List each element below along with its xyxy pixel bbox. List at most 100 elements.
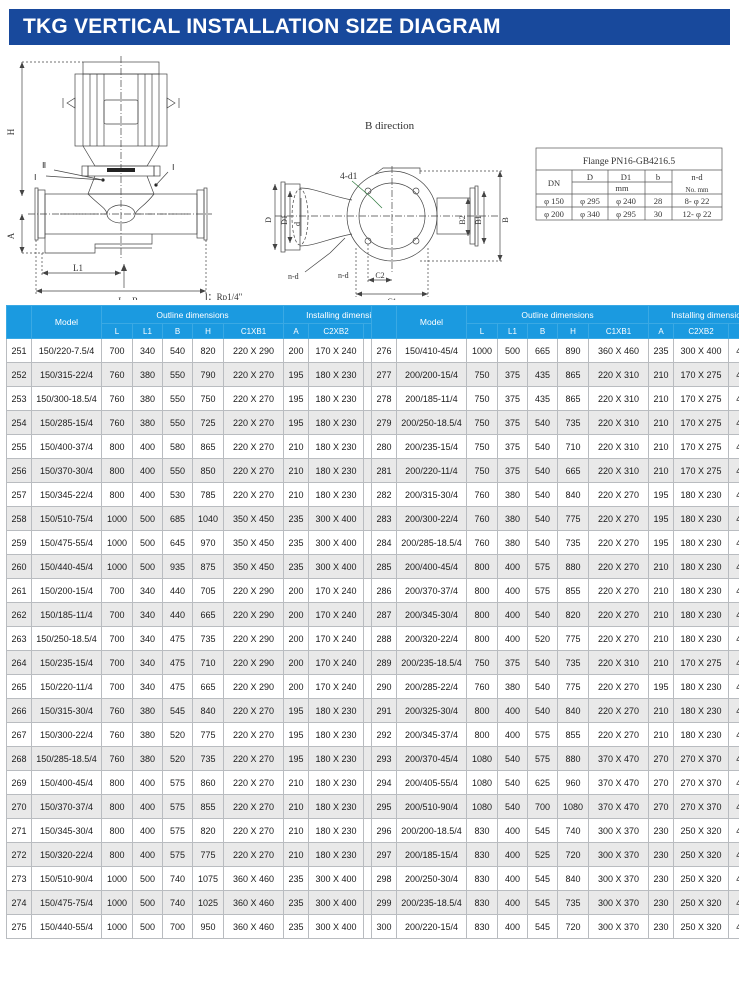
table-row[interactable]: 275 150/440-55/4 1000 500 700 950 360 X 460 235…	[6, 914, 409, 939]
table-row[interactable]: 291 200/325-30/4 800 400 540 840 220 X 270 210 1…	[371, 698, 739, 723]
table-row[interactable]: 273 150/510-90/4 1000 500 740 1075 360 X 460 23…	[6, 866, 409, 891]
table-cell: 840	[557, 482, 589, 507]
table-row[interactable]: 297 200/185-15/4 830 400 525 720 300 X 370 230 2…	[371, 842, 739, 867]
table-cell: 273	[6, 866, 32, 891]
table-row[interactable]: 284 200/285-18.5/4 760 380 540 735 220 X 270 19…	[371, 530, 739, 555]
table-cell: 665	[557, 458, 589, 483]
table-row[interactable]: 292 200/345-37/4 800 400 575 855 220 X 270 210 1…	[371, 722, 739, 747]
table-row[interactable]: 290 200/285-22/4 760 380 540 775 220 X 270 195 1…	[371, 674, 739, 699]
table-row[interactable]: 298 200/250-30/4 830 400 545 840 300 X 370 230 2…	[371, 866, 739, 891]
table-row[interactable]: 255 150/400-37/4 800 400 580 865 220 X 270 210 1…	[6, 434, 409, 459]
table-cell: 250 X 320	[673, 842, 730, 867]
table-row[interactable]: 269 150/400-45/4 800 400 575 860 220 X 270 210 1…	[6, 770, 409, 795]
table-row[interactable]: 267 150/300-22/4 760 380 520 775 220 X 270 195 1…	[6, 722, 409, 747]
table-cell: 270	[648, 746, 675, 771]
table-cell: 360 X 460	[222, 866, 285, 891]
table-cell: 645	[162, 530, 193, 555]
table-row[interactable]: 293 200/370-45/4 1080 540 575 880 370 X 470 270…	[371, 746, 739, 771]
table-cell: 284	[371, 530, 397, 555]
table-cell: 180 X 230	[308, 482, 365, 507]
table-cell: 170 X 275	[673, 434, 730, 459]
table-row[interactable]: 251 150/220-7.5/4 700 340 540 820 220 X 290 200…	[6, 338, 409, 363]
table-cell: 180 X 230	[673, 530, 730, 555]
table-cell: 520	[527, 626, 558, 651]
table-row[interactable]: 299 200/235-18.5/4 830 400 545 735 300 X 370 23…	[371, 890, 739, 915]
table-row[interactable]: 262 150/185-11/4 700 340 440 665 220 X 290 200 1…	[6, 602, 409, 627]
table-row[interactable]: 266 150/315-30/4 760 380 545 840 220 X 270 195 1…	[6, 698, 409, 723]
table-cell: 200/315-30/4	[396, 482, 467, 507]
table-row[interactable]: 296 200/200-18.5/4 830 400 545 740 300 X 370 23…	[371, 818, 739, 843]
table-row[interactable]: 261 150/200-15/4 700 340 440 705 220 X 290 200 1…	[6, 578, 409, 603]
table-row[interactable]: 252 150/315-22/4 760 380 550 790 220 X 270 195 1…	[6, 362, 409, 387]
table-cell: 750	[466, 362, 498, 387]
table-cell: 540	[527, 434, 558, 459]
table-row[interactable]: 274 150/475-75/4 1000 500 740 1025 360 X 460 23…	[6, 890, 409, 915]
table-cell: 200	[283, 578, 310, 603]
table-row[interactable]: 287 200/345-30/4 800 400 540 820 220 X 270 210 1…	[371, 602, 739, 627]
table-row[interactable]: 272 150/320-22/4 800 400 575 775 220 X 270 210 1…	[6, 842, 409, 867]
table-row[interactable]: 263 150/250-18.5/4 700 340 475 735 220 X 290 20…	[6, 626, 409, 651]
callout-4d1: 4-d1	[340, 172, 358, 182]
table-cell: 210	[648, 698, 675, 723]
table-cell: 800	[101, 482, 133, 507]
table-cell: 4- ø 18	[728, 530, 739, 555]
table-cell: 540	[527, 506, 558, 531]
table-row[interactable]: 259 150/475-55/4 1000 500 645 970 350 X 450 235…	[6, 530, 409, 555]
table-cell: 740	[557, 818, 589, 843]
table-cell: 200/185-15/4	[396, 842, 467, 867]
table-row[interactable]: 286 200/370-37/4 800 400 575 855 220 X 270 210 1…	[371, 578, 739, 603]
table-row[interactable]: 256 150/370-30/4 800 400 550 850 220 X 270 210 1…	[6, 458, 409, 483]
table-row[interactable]: 268 150/285-18.5/4 760 380 520 735 220 X 270 19…	[6, 746, 409, 771]
table-cell: 4- ø 18	[728, 362, 739, 387]
table-row[interactable]: 258 150/510-75/4 1000 500 685 1040 350 X 450 23…	[6, 506, 409, 531]
table-cell: 230	[648, 842, 675, 867]
table-row[interactable]: 294 200/405-55/4 1080 540 625 960 370 X 470 270…	[371, 770, 739, 795]
table-row[interactable]: 257 150/345-22/4 800 400 530 785 220 X 270 210 1…	[6, 482, 409, 507]
table-row[interactable]: 270 150/370-37/4 800 400 575 855 220 X 270 210 1…	[6, 794, 409, 819]
table-cell: 1040	[192, 506, 224, 531]
subheader-L1: L1	[132, 323, 163, 339]
spec-tables-container: Model Outline dimensions Installing dime…	[6, 305, 739, 939]
table-row[interactable]: 260 150/440-45/4 1000 500 935 875 350 X 450 235…	[6, 554, 409, 579]
spec-table-right: Model Outline dimensions Installing dime…	[371, 305, 739, 939]
table-cell: 195	[648, 530, 675, 555]
table-row[interactable]: 295 200/510-90/4 1080 540 700 1080 370 X 470 27…	[371, 794, 739, 819]
table-row[interactable]: 254 150/285-15/4 760 380 550 725 220 X 270 195 1…	[6, 410, 409, 435]
subheader-B: B	[162, 323, 193, 339]
table-row[interactable]: 264 150/235-15/4 700 340 475 710 220 X 290 200 1…	[6, 650, 409, 675]
table-cell: 180 X 230	[308, 722, 365, 747]
table-cell: 200/220-15/4	[396, 914, 467, 939]
table-cell: 375	[497, 434, 528, 459]
table-cell: 180 X 230	[308, 458, 365, 483]
table-cell: 300 X 370	[587, 914, 650, 939]
table-row[interactable]: 276 150/410-45/4 1000 500 665 890 360 X 460 235…	[371, 338, 739, 363]
table-row[interactable]: 300 200/220-15/4 830 400 545 720 300 X 370 230 2…	[371, 914, 739, 939]
table-row[interactable]: 282 200/315-30/4 760 380 540 840 220 X 270 195 1…	[371, 482, 739, 507]
table-row[interactable]: 279 200/250-18.5/4 750 375 540 735 220 X 310 21…	[371, 410, 739, 435]
table-row[interactable]: 289 200/235-18.5/4 750 375 540 735 220 X 310 21…	[371, 650, 739, 675]
table-cell: 540	[527, 410, 558, 435]
label-L1: L1	[73, 263, 83, 273]
table-row[interactable]: 265 150/220-11/4 700 340 475 665 220 X 290 200 1…	[6, 674, 409, 699]
table-row[interactable]: 253 150/300-18.5/4 760 380 550 750 220 X 270 19…	[6, 386, 409, 411]
table-row[interactable]: 285 200/400-45/4 800 400 575 880 220 X 270 210 1…	[371, 554, 739, 579]
table-cell: 220 X 270	[222, 434, 285, 459]
callout-nd-right: n-d	[338, 271, 349, 280]
table-row[interactable]: 271 150/345-30/4 800 400 575 820 220 X 270 210 1…	[6, 818, 409, 843]
table-cell: 300 X 400	[308, 506, 365, 531]
table-row[interactable]: 283 200/300-22/4 760 380 540 775 220 X 270 195 1…	[371, 506, 739, 531]
table-cell: 294	[371, 770, 397, 795]
table-cell: 180 X 230	[308, 746, 365, 771]
flange-header-d: D	[587, 172, 593, 182]
table-cell: 580	[162, 434, 193, 459]
table-row[interactable]: 288 200/320-22/4 800 400 520 775 220 X 270 210 1…	[371, 626, 739, 651]
table-cell: 720	[557, 842, 589, 867]
table-cell: 210	[648, 386, 675, 411]
table-cell: 259	[6, 530, 32, 555]
table-cell: 210	[283, 482, 310, 507]
table-cell: 200/400-45/4	[396, 554, 467, 579]
